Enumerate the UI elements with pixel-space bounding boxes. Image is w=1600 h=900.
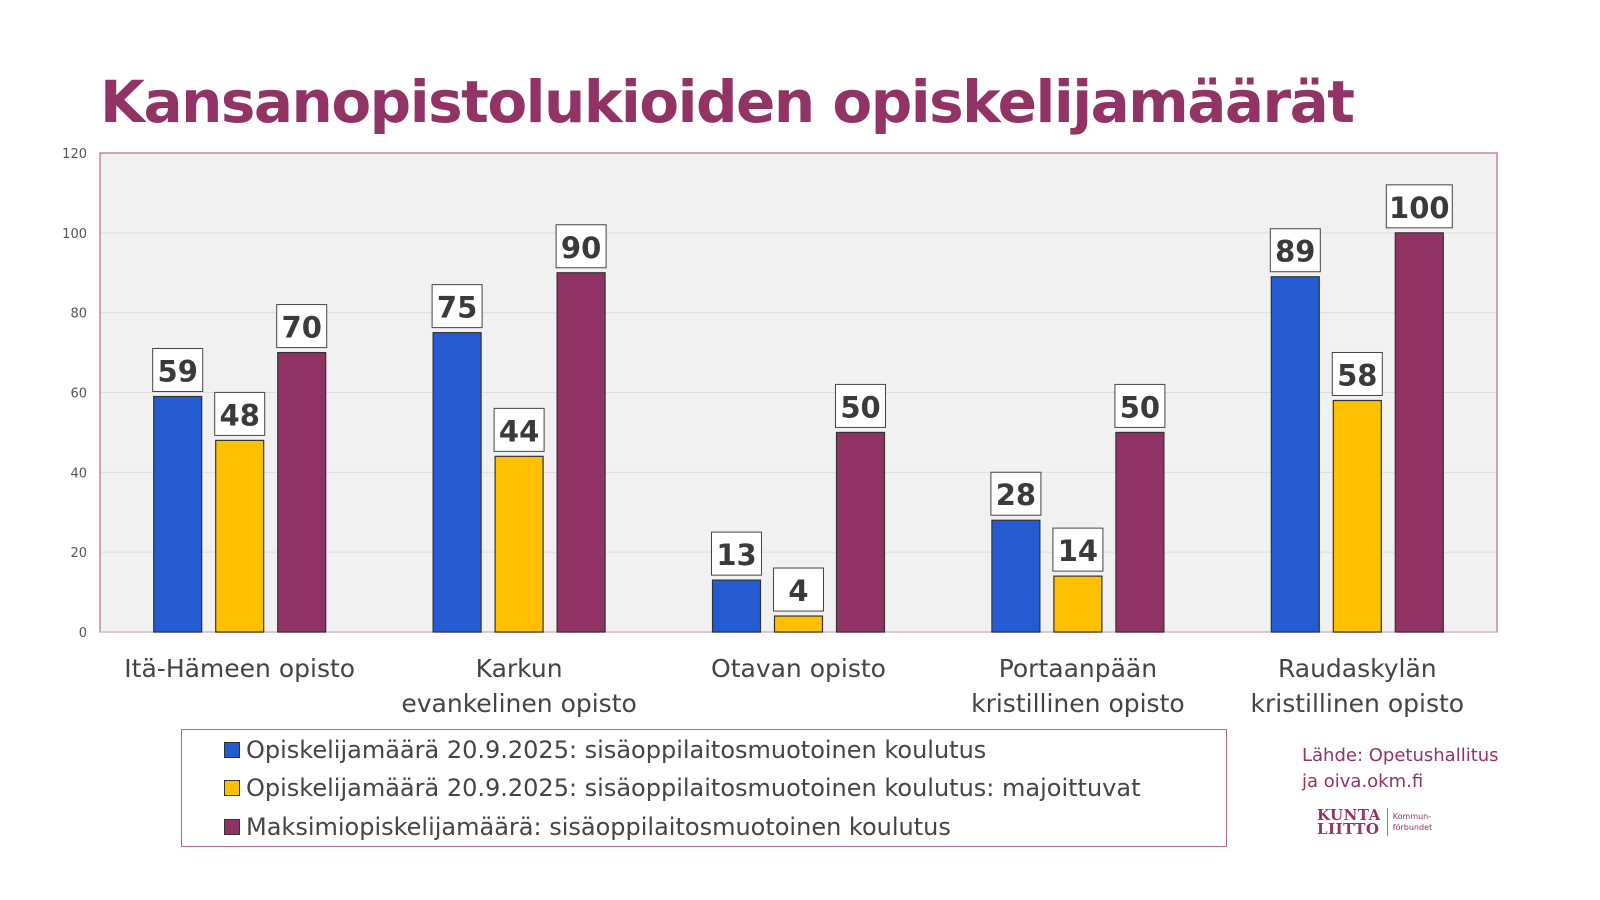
- x-axis-labels: Itä-Hämeen opisto Karkun evankelinen opist…: [124, 654, 1464, 718]
- y-tick-label: 100: [62, 227, 87, 242]
- x-category-label: Raudaskylän: [1278, 654, 1437, 683]
- data-label: 100: [1389, 191, 1450, 225]
- bar: [277, 351, 327, 633]
- source-line-2: ja oiva.okm.fi: [1302, 771, 1424, 792]
- bar: [1270, 276, 1320, 633]
- data-label-box: [1331, 351, 1383, 396]
- bar-chart: 0 20 40 60 80 100 120 59 48 70 75 44 90 13 4 50 28 14 50 8…: [62, 147, 1498, 718]
- y-tick-label: 0: [79, 626, 87, 641]
- logo-subtext: Kommun- förbundet: [1393, 811, 1432, 833]
- bar: [711, 579, 762, 633]
- logo-line-1: KUNTA: [1317, 806, 1381, 824]
- data-label: 28: [996, 478, 1036, 512]
- x-category-label: Karkun: [476, 654, 563, 683]
- legend-item: Maksimiopiskelijamäärä: sisäoppilaitosmu…: [224, 813, 951, 841]
- y-tick-label: 60: [70, 387, 87, 402]
- legend-swatch-purple: [224, 819, 240, 835]
- data-label-box: [990, 471, 1042, 516]
- bar: [1115, 431, 1165, 633]
- y-axis-ticks: 0 20 40 60 80 100 120: [62, 147, 87, 641]
- data-label: 59: [158, 354, 198, 388]
- data-label-box: [555, 224, 607, 269]
- bar: [1332, 399, 1382, 633]
- data-label-box: [1052, 527, 1104, 572]
- logo-sub-line-1: Kommun-: [1392, 812, 1432, 821]
- y-tick-label: 80: [70, 307, 87, 322]
- data-label: 50: [1120, 390, 1160, 424]
- x-category-label: kristillinen opisto: [971, 689, 1185, 718]
- y-tick-label: 40: [70, 466, 87, 481]
- data-label: 48: [220, 398, 260, 432]
- y-tick-label: 20: [70, 546, 87, 561]
- data-label: 13: [716, 538, 756, 572]
- data-label: 4: [788, 574, 808, 608]
- data-label: 70: [282, 311, 322, 345]
- legend-label: Maksimiopiskelijamäärä: sisäoppilaitosmu…: [246, 813, 951, 841]
- data-label-box: [214, 391, 266, 436]
- data-label: 89: [1275, 235, 1315, 269]
- logo-line-2: LIITTO: [1317, 820, 1380, 838]
- bar: [1394, 232, 1444, 633]
- legend-swatch-yellow: [224, 780, 240, 796]
- bar: [432, 332, 482, 633]
- legend-swatch-blue: [224, 742, 240, 758]
- bar: [494, 455, 544, 633]
- data-label: 75: [437, 291, 477, 325]
- data-label: 50: [840, 390, 880, 424]
- bar: [1053, 575, 1103, 633]
- bar: [556, 272, 606, 633]
- data-label-box: [1269, 228, 1321, 273]
- data-label-box: [711, 531, 762, 576]
- source-note: Lähde: Opetushallitus ja oiva.okm.fi: [1302, 743, 1499, 795]
- x-category-label: Portaanpään: [999, 654, 1157, 683]
- logo-wordmark: KUNTA LIITTO: [1317, 806, 1381, 838]
- logo-sub-line-2: förbundet: [1392, 823, 1433, 832]
- data-label-box: [431, 284, 483, 329]
- bar: [991, 519, 1041, 633]
- data-label-box: [835, 383, 886, 428]
- data-label: 58: [1337, 358, 1377, 392]
- data-label-box: [773, 567, 824, 612]
- x-category-label: evankelinen opisto: [401, 689, 636, 718]
- x-category-label: Otavan opisto: [711, 654, 886, 683]
- x-category-label: kristillinen opisto: [1251, 689, 1465, 718]
- bars: [153, 232, 1444, 633]
- data-label-box: [276, 304, 328, 349]
- legend: Opiskelijamäärä 20.9.2025: sisäoppilaito…: [181, 729, 1227, 847]
- data-label-box: [493, 407, 545, 452]
- data-label: 44: [499, 414, 539, 448]
- bar: [153, 395, 203, 633]
- bar: [835, 431, 886, 633]
- y-tick-label: 120: [62, 147, 87, 162]
- data-label-box: [1114, 383, 1166, 428]
- legend-item: Opiskelijamäärä 20.9.2025: sisäoppilaito…: [224, 774, 1140, 802]
- data-label-box: [1385, 184, 1453, 229]
- source-line-1: Lähde: Opetushallitus: [1302, 745, 1499, 766]
- x-category-label: Itä-Hämeen opisto: [124, 654, 355, 683]
- data-labels: 59 48 70 75 44 90 13 4 50 28 14 50 89 58 100: [152, 184, 1453, 612]
- logo-divider: [1386, 808, 1388, 836]
- legend-item: Opiskelijamäärä 20.9.2025: sisäoppilaito…: [224, 736, 986, 764]
- data-label: 14: [1058, 534, 1098, 568]
- chart-title: Kansanopistolukioiden opiskelijamäärät: [100, 68, 1355, 136]
- kuntaliitto-logo: KUNTA LIITTO Kommun- förbundet: [1317, 806, 1432, 838]
- bar: [773, 615, 824, 633]
- data-label-box: [152, 347, 204, 392]
- data-label: 90: [561, 231, 601, 265]
- legend-label: Opiskelijamäärä 20.9.2025: sisäoppilaito…: [246, 774, 1141, 802]
- bar: [215, 439, 265, 633]
- legend-label: Opiskelijamäärä 20.9.2025: sisäoppilaito…: [246, 736, 987, 764]
